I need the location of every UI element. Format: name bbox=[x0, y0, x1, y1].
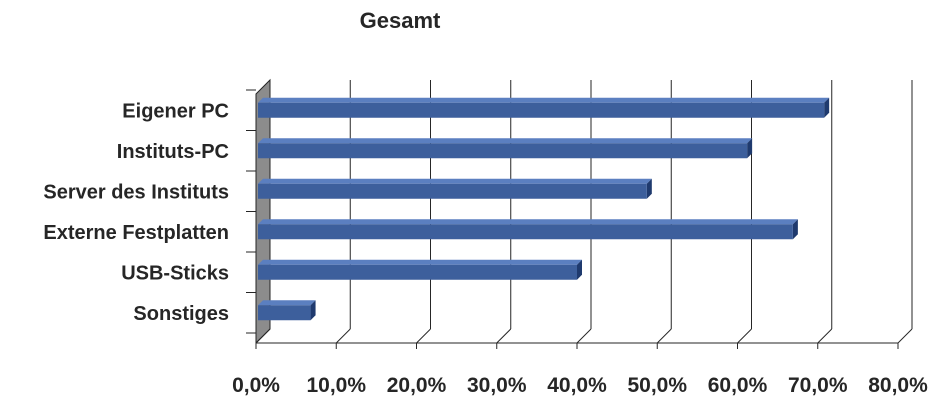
bar-top bbox=[258, 219, 798, 225]
x-tick-label: 50,0% bbox=[627, 374, 687, 397]
y-tick-label: Server des Instituts bbox=[43, 181, 229, 203]
bar bbox=[258, 264, 577, 280]
y-tick-label: USB-Sticks bbox=[121, 262, 229, 284]
bar-end bbox=[792, 219, 798, 240]
bar-end bbox=[747, 138, 753, 159]
bar-end bbox=[577, 259, 582, 280]
bar bbox=[258, 183, 647, 199]
bar-top bbox=[258, 259, 582, 265]
x-tick-label: 60,0% bbox=[708, 374, 768, 397]
bar-top bbox=[258, 300, 316, 306]
chart-title: Gesamt bbox=[359, 8, 441, 33]
gridline-floor bbox=[817, 328, 833, 344]
y-tick-label: Eigener PC bbox=[122, 100, 229, 122]
x-tick-label: 0,0% bbox=[232, 374, 280, 397]
bar bbox=[258, 224, 793, 240]
gridline-floor bbox=[897, 328, 913, 344]
gridline-floor bbox=[737, 328, 752, 344]
x-tick-label: 30,0% bbox=[467, 374, 527, 397]
bar bbox=[258, 143, 748, 159]
gridline-floor bbox=[255, 328, 271, 344]
bar-top bbox=[258, 138, 753, 144]
x-tick-label: 70,0% bbox=[788, 374, 848, 397]
bar-top bbox=[258, 178, 652, 184]
gridline-floor bbox=[656, 328, 672, 344]
gridline-floor bbox=[416, 328, 431, 344]
bar bbox=[258, 305, 311, 321]
gridline-floor bbox=[496, 328, 512, 344]
y-tick-label: Instituts-PC bbox=[117, 141, 229, 163]
gridline-floor bbox=[576, 328, 592, 344]
y-tick-label: Sonstiges bbox=[133, 303, 229, 325]
bar-end bbox=[646, 178, 652, 199]
x-tick-label: 20,0% bbox=[387, 374, 447, 397]
x-tick-label: 80,0% bbox=[868, 374, 928, 397]
bar-end bbox=[310, 300, 316, 321]
bar-end bbox=[824, 97, 830, 118]
y-tick-label: Externe Festplatten bbox=[43, 222, 229, 244]
x-tick-label: 40,0% bbox=[547, 374, 607, 397]
bar bbox=[258, 102, 825, 118]
bar-top bbox=[258, 97, 830, 103]
x-tick-label: 10,0% bbox=[306, 374, 366, 397]
gridline-floor bbox=[335, 328, 351, 344]
